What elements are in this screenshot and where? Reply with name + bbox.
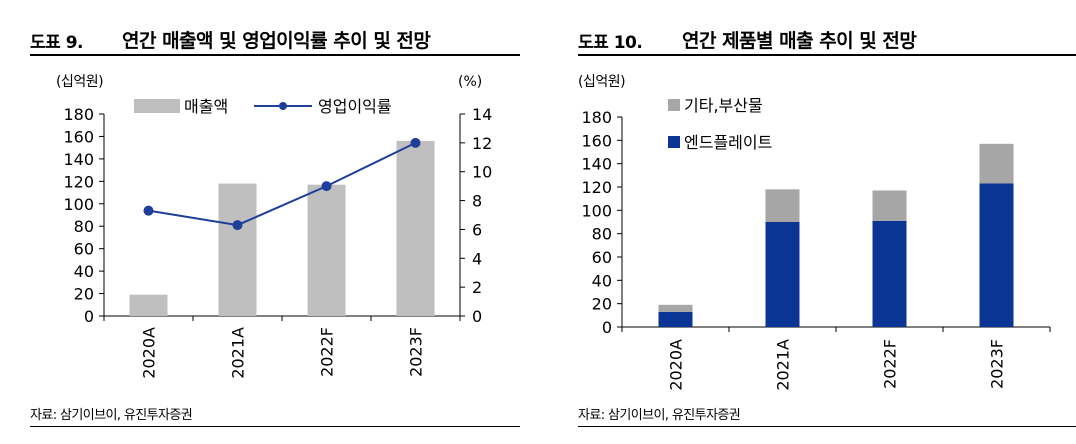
- right-category-label: 2020A: [667, 339, 686, 391]
- right-bottom-rule: [578, 426, 1076, 427]
- right-y-tick-label: 0: [602, 318, 612, 337]
- margin-line: [148, 141, 416, 227]
- right-category-label: 2022F: [881, 339, 900, 389]
- right-y-tick-label: 180: [581, 108, 612, 127]
- right-y-tick-label: 140: [581, 155, 612, 174]
- left-chart-panel: 도표 9. 연간 매출액 및 영업이익률 추이 및 전망 (십억원) (%) 매출액…: [0, 0, 520, 444]
- endplate-bar-segment: [765, 222, 800, 327]
- left-y2-tick-label: 12: [472, 134, 492, 153]
- endplate-bar-segment: [872, 220, 907, 327]
- left-y2-unit: (%): [458, 74, 482, 90]
- left-y-unit: (십억원): [56, 74, 103, 90]
- right-y-tick-label: 100: [581, 201, 612, 220]
- left-y-tick-label: 40: [74, 262, 94, 281]
- legend-marker-margin: [279, 102, 287, 110]
- left-y-tick-label: 20: [74, 285, 94, 304]
- other-bar-segment: [658, 304, 693, 312]
- other-bar-segment: [765, 189, 800, 222]
- left-category-label: 2020A: [140, 327, 159, 379]
- left-y-tick-label: 120: [63, 172, 94, 191]
- margin-point: [143, 205, 154, 216]
- left-y2-tick-label: 14: [472, 105, 492, 124]
- left-category-label: 2023F: [407, 327, 426, 377]
- sales-bar: [307, 184, 346, 316]
- left-chart-svg: (십억원) (%)매출액 영업이익률020406080100120140160180…: [56, 74, 492, 379]
- left-chart-title: 연간 매출액 및 영업이익률 추이 및 전망: [122, 30, 431, 52]
- right-figure-number: 도표 10.: [578, 33, 643, 53]
- right-chart-title: 연간 제품별 매출 추이 및 전망: [682, 30, 917, 52]
- margin-point: [410, 137, 421, 148]
- left-y-tick-label: 180: [63, 105, 94, 124]
- margin-point: [321, 181, 332, 192]
- left-y2-tick-label: 6: [472, 220, 482, 239]
- left-y-tick-label: 60: [74, 240, 94, 259]
- left-category-label: 2021A: [229, 327, 248, 379]
- right-y-tick-label: 40: [592, 271, 612, 290]
- left-category-label: 2022F: [318, 327, 337, 377]
- left-y2-tick-label: 8: [472, 192, 482, 211]
- left-y-tick-label: 100: [63, 195, 94, 214]
- right-category-label: 2023F: [988, 339, 1007, 389]
- left-y-tick-label: 80: [74, 217, 94, 236]
- right-category-label: 2021A: [774, 339, 793, 391]
- margin-point: [232, 220, 243, 231]
- left-source-note: 자료: 삼기이브이, 유진투자증권: [30, 408, 193, 423]
- sales-bar: [218, 183, 257, 316]
- legend-label-other: 기타,부산물: [684, 96, 763, 115]
- left-y-tick-label: 140: [63, 150, 94, 169]
- right-y-tick-label: 160: [581, 131, 612, 150]
- legend-swatch-sales: [134, 99, 180, 113]
- sales-bar: [129, 294, 168, 316]
- left-title-rule: [30, 54, 520, 56]
- legend-swatch-other: [668, 99, 680, 111]
- right-chart-header: 도표 10. 연간 제품별 매출 추이 및 전망: [578, 22, 1076, 53]
- sales-bar: [396, 140, 435, 316]
- other-bar-segment: [872, 190, 907, 221]
- left-y-tick-label: 160: [63, 127, 94, 146]
- left-y2-tick-label: 10: [472, 163, 492, 182]
- legend-label-sales: 매출액: [184, 97, 228, 116]
- right-y-unit: (십억원): [578, 74, 625, 90]
- legend-swatch-endplate: [668, 136, 680, 148]
- endplate-bar-segment: [979, 183, 1014, 327]
- left-y2-tick-label: 0: [472, 307, 482, 326]
- left-chart-header: 도표 9. 연간 매출액 및 영업이익률 추이 및 전망: [30, 22, 520, 53]
- left-bottom-rule: [30, 426, 520, 427]
- legend-label-endplate: 엔드플레이트: [684, 133, 772, 152]
- right-source-note: 자료: 삼기이브이, 유진투자증권: [578, 408, 741, 423]
- right-y-tick-label: 80: [592, 225, 612, 244]
- right-title-rule: [578, 54, 1076, 56]
- endplate-bar-segment: [658, 311, 693, 327]
- left-figure-number: 도표 9.: [30, 33, 84, 53]
- right-y-tick-label: 120: [581, 178, 612, 197]
- left-y2-tick-label: 2: [472, 278, 482, 297]
- left-y-tick-label: 0: [84, 307, 94, 326]
- legend-label-margin: 영업이익률: [318, 97, 392, 116]
- other-bar-segment: [979, 143, 1014, 184]
- right-y-tick-label: 20: [592, 295, 612, 314]
- left-y2-tick-label: 4: [472, 249, 482, 268]
- right-y-tick-label: 60: [592, 248, 612, 267]
